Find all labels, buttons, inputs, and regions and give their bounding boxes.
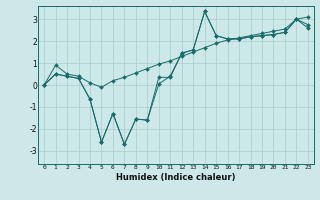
X-axis label: Humidex (Indice chaleur): Humidex (Indice chaleur) bbox=[116, 173, 236, 182]
